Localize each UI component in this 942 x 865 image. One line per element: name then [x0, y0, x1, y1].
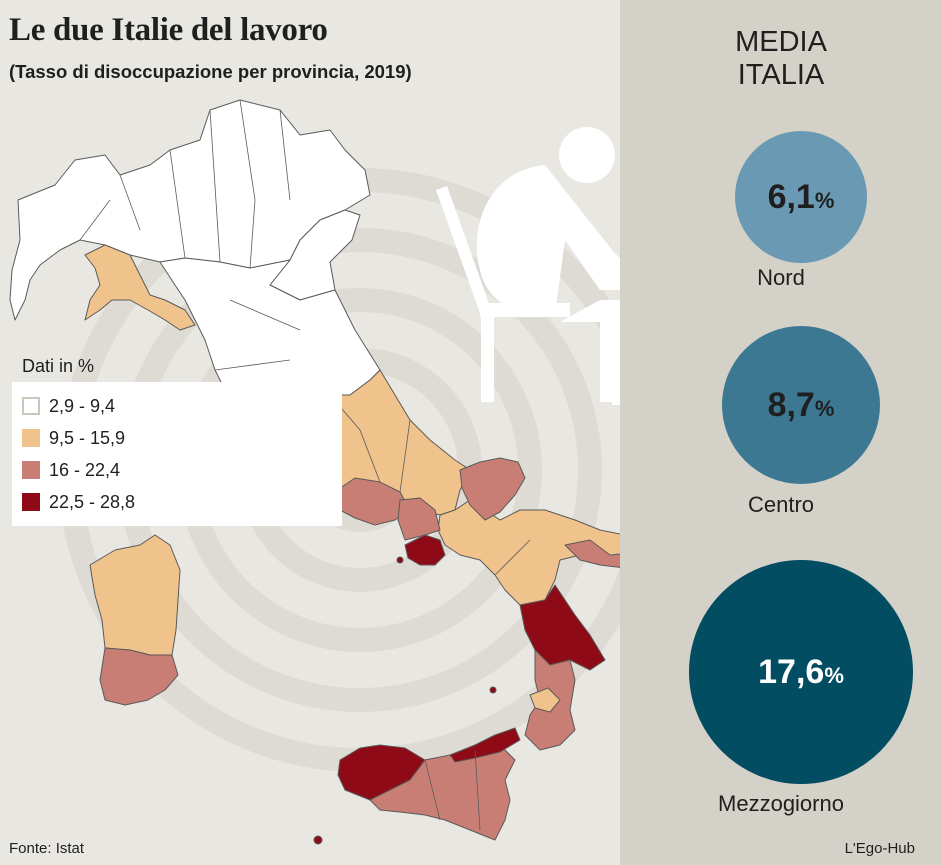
legend: 2,9 - 9,4 9,5 - 15,9 16 - 22,4 22,5 - 28… — [12, 382, 342, 526]
nord-label: Nord — [757, 265, 805, 290]
mezzogiorno-rate-value: 17,6% — [758, 652, 844, 691]
legend-item: 9,5 - 15,9 — [22, 426, 125, 450]
legend-label: 9,5 - 15,9 — [49, 427, 126, 448]
centro-label: Centro — [747, 492, 815, 517]
province-sardegna-nord — [89, 534, 181, 656]
province-crotone-cosenza — [519, 584, 606, 671]
legend-swatch — [22, 429, 40, 447]
centro-rate-value: 8,7% — [767, 385, 835, 424]
province-vibo-valentia — [529, 687, 561, 713]
mezzogiorno-rate-circle: 17,6% — [689, 560, 913, 784]
legend-swatch — [22, 493, 40, 511]
province-napoli — [404, 534, 446, 566]
island-lipari — [489, 686, 497, 694]
island-pantelleria — [313, 835, 323, 845]
legend-label: 22,5 - 28,8 — [49, 491, 136, 512]
province-messina — [449, 727, 521, 763]
unemployed-person-icon — [436, 127, 620, 405]
island-ischia — [396, 556, 404, 564]
chart-title: Le due Italie del lavoro — [9, 12, 328, 48]
legend-title: Dati in % — [22, 356, 95, 376]
media-title-line1: MEDIA — [735, 26, 827, 58]
province-sardegna-sud — [99, 647, 179, 706]
centro-rate-circle: 8,7% — [722, 326, 880, 484]
province-foggia — [459, 457, 526, 521]
province-liguria — [84, 244, 196, 331]
legend-swatch — [22, 461, 40, 479]
legend-item: 2,9 - 9,4 — [22, 394, 115, 418]
legend-swatch — [22, 397, 40, 415]
nord-rate-value: 6,1% — [767, 177, 835, 216]
nord-rate-circle: 6,1% — [735, 131, 867, 263]
source-note: Fonte: Istat — [9, 840, 85, 857]
province-caserta — [397, 497, 441, 541]
map-panel: Le due Italie del lavoro (Tasso di disoc… — [9, 12, 620, 857]
media-title-line2: ITALIA — [737, 59, 825, 91]
national-average-panel: MEDIA ITALIA 6,1% Nord 8,7% Centro 17,6%… — [620, 0, 942, 865]
media-title: MEDIA ITALIA — [620, 26, 942, 92]
legend-item: 16 - 22,4 — [22, 458, 120, 482]
legend-label: 2,9 - 9,4 — [49, 395, 116, 416]
legend-item: 22,5 - 28,8 — [22, 490, 135, 514]
credit-note: L'Ego-Hub — [844, 840, 915, 857]
province-lecce — [564, 539, 620, 568]
chart-subtitle: (Tasso di disoccupazione per provincia, … — [9, 61, 412, 82]
mezzogiorno-label: Mezzogiorno — [718, 791, 844, 816]
legend-label: 16 - 22,4 — [49, 459, 121, 480]
